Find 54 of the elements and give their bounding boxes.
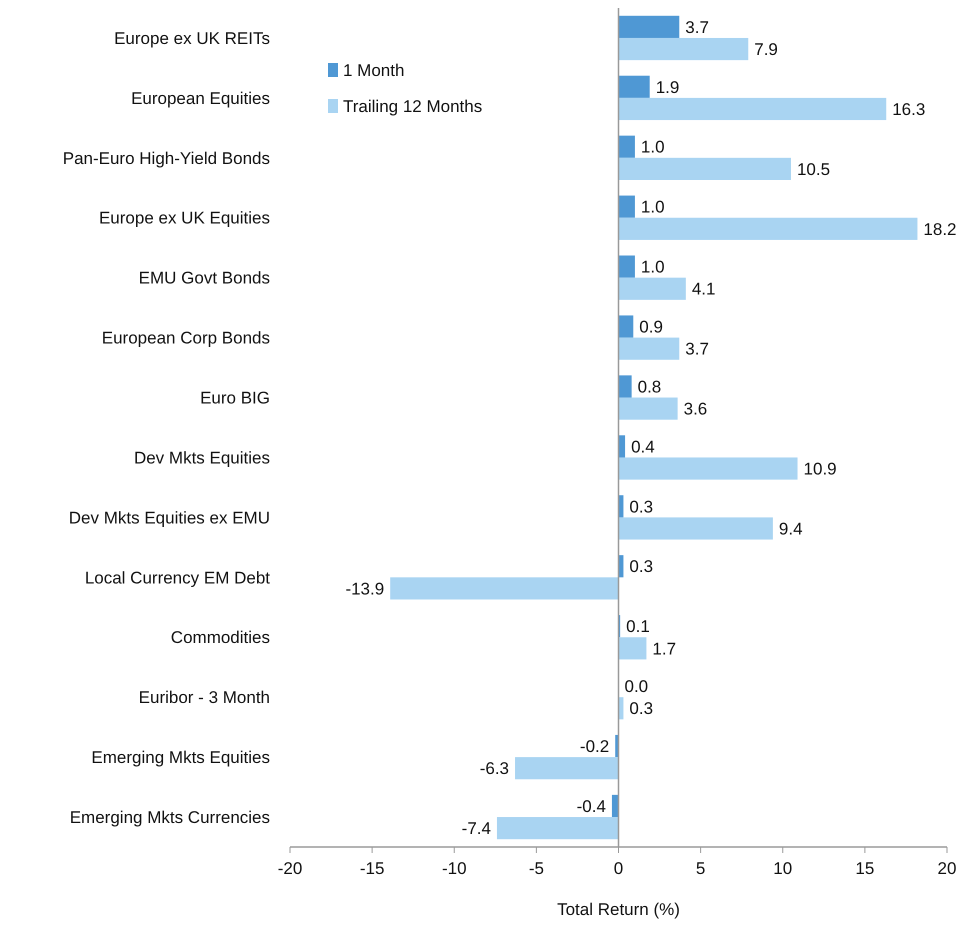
data-label: 1.0: [640, 258, 665, 277]
data-label: -6.3: [480, 759, 510, 778]
x-tick-label: 5: [696, 859, 706, 878]
data-label: -0.2: [580, 736, 610, 756]
data-label: -0.4: [576, 796, 606, 816]
data-label: 0.3: [629, 497, 654, 516]
data-label: 0.1: [626, 617, 650, 636]
y-tick-label: Euro BIG: [200, 388, 270, 408]
data-label: 7.9: [754, 40, 778, 59]
data-label: 10.9: [804, 460, 837, 478]
x-tick-label: 15: [855, 859, 874, 878]
data-label: 0.0: [624, 677, 648, 696]
x-axis-title: Total Return (%): [557, 900, 680, 919]
x-tick-label: -15: [360, 859, 384, 878]
y-tick-label: Local Currency EM Debt: [84, 568, 270, 588]
data-label: 1.0: [640, 198, 665, 217]
data-label: 1.0: [640, 138, 665, 157]
x-tick-label: 20: [938, 859, 956, 878]
data-label: 0.3: [629, 557, 654, 576]
data-label: 0.9: [639, 317, 663, 336]
data-label: 16.3: [892, 100, 926, 119]
data-label: 10.5: [796, 160, 830, 179]
data-label: 3.7: [685, 18, 709, 37]
y-tick-label: Pan-Euro High-Yield Bonds: [62, 148, 270, 168]
legend-label: Trailing 12 Months: [343, 96, 482, 116]
data-label: -7.4: [462, 819, 491, 838]
legend-label: 1 Month: [343, 60, 404, 80]
data-label: -13.9: [345, 579, 384, 598]
y-tick-label: Emerging Mkts Currencies: [70, 808, 270, 827]
data-label: 18.2: [923, 220, 957, 239]
data-label: 0.8: [638, 377, 662, 396]
data-label: 4.1: [692, 280, 716, 299]
data-label: 0.3: [629, 699, 654, 718]
y-tick-label: Dev Mkts Equities: [134, 448, 270, 468]
y-tick-label: European Corp Bonds: [102, 328, 270, 348]
x-tick-label: 10: [773, 859, 792, 878]
x-tick-label: -20: [278, 859, 302, 878]
x-tick-label: -5: [528, 859, 544, 878]
y-tick-label: European Equities: [131, 88, 270, 108]
data-label: 9.4: [778, 519, 803, 538]
x-tick-label: 0: [614, 859, 624, 878]
y-tick-label: Europe ex UK REITs: [114, 28, 270, 48]
data-label: 3.6: [684, 400, 708, 419]
data-label: 1.7: [652, 639, 676, 658]
y-tick-label: Euribor - 3 Month: [138, 688, 270, 708]
y-tick-label: Dev Mkts Equities ex EMU: [68, 508, 270, 528]
y-tick-label: Emerging Mkts Equities: [91, 748, 270, 768]
y-tick-label: Europe ex UK Equities: [98, 208, 270, 228]
data-label: 1.9: [656, 78, 680, 97]
data-label: 0.4: [631, 437, 655, 456]
x-tick-label: -10: [442, 859, 467, 878]
data-label: 3.7: [685, 340, 709, 359]
y-tick-label: EMU Govt Bonds: [138, 268, 270, 288]
y-tick-label: Commodities: [170, 628, 270, 648]
